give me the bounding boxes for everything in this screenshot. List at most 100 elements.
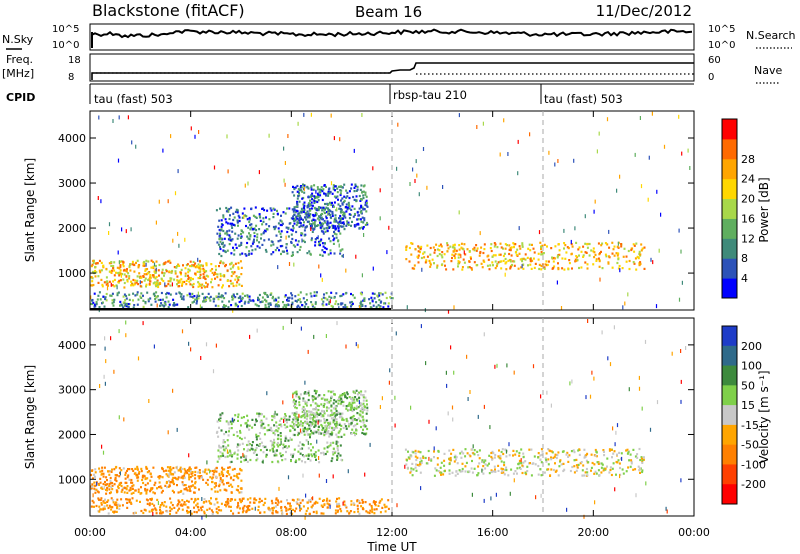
heatmap-cell: [306, 216, 309, 219]
heatmap-speck: [379, 405, 381, 409]
heatmap-cell: [307, 306, 310, 309]
heatmap-cell: [490, 249, 493, 253]
heatmap-cell: [171, 504, 174, 507]
heatmap-cell: [184, 503, 187, 506]
heatmap-cell: [372, 304, 375, 307]
heatmap-cell: [228, 454, 231, 457]
heatmap-cell: [330, 203, 333, 206]
heatmap-cell: [321, 249, 324, 252]
heatmap-cell: [378, 501, 381, 504]
heatmap-cell: [359, 218, 362, 221]
heatmap-cell: [481, 460, 483, 463]
heatmap-cell: [301, 443, 304, 446]
heatmap-speck: [304, 380, 306, 385]
heatmap-cell: [291, 421, 294, 424]
heatmap-cell: [301, 407, 304, 410]
heatmap-cell: [107, 506, 110, 510]
heatmap-cell: [351, 419, 354, 422]
heatmap-cell: [282, 447, 284, 450]
heatmap-cell: [218, 446, 221, 449]
heatmap-cell: [330, 431, 333, 434]
heatmap-cell: [328, 499, 331, 502]
heatmap-cell: [335, 233, 338, 236]
heatmap-cell: [517, 267, 520, 270]
heatmap-cell: [273, 208, 276, 211]
heatmap-speck: [226, 134, 228, 139]
heatmap-speck: [103, 374, 105, 379]
heatmap-cell: [215, 268, 217, 271]
heatmap-cell: [350, 292, 352, 296]
heatmap-cell: [601, 267, 604, 270]
heatmap-cell: [527, 264, 529, 267]
heatmap-speck: [477, 414, 479, 419]
heatmap-cell: [609, 468, 612, 472]
heatmap-cell: [383, 503, 386, 506]
heatmap-speck: [689, 166, 691, 170]
heatmap-cell: [291, 455, 294, 459]
heatmap-cell: [437, 470, 440, 473]
heatmap-cell: [346, 191, 349, 194]
heatmap-cell: [553, 455, 556, 458]
heatmap-cell: [275, 497, 278, 500]
heatmap-cell: [279, 219, 282, 222]
heatmap-cell: [236, 209, 239, 212]
heatmap-cell: [443, 260, 446, 263]
heatmap-cell: [110, 497, 113, 500]
heatmap-cell: [351, 428, 354, 431]
heatmap-speck: [520, 458, 522, 463]
heatmap-cell: [190, 512, 193, 515]
heatmap-cell: [310, 207, 313, 210]
heatmap-cell: [217, 455, 220, 458]
heatmap-cell: [128, 478, 131, 481]
heatmap-cell: [161, 268, 164, 271]
heatmap-cell: [140, 276, 143, 279]
heatmap-cell: [319, 217, 322, 220]
heatmap-cell: [231, 223, 234, 226]
heatmap-speck: [316, 439, 318, 444]
freq-panel-frame: [89, 53, 695, 82]
heatmap-cell: [249, 223, 252, 227]
heatmap-cell: [371, 292, 374, 295]
heatmap-cell: [186, 511, 189, 514]
heatmap-cell: [461, 268, 464, 271]
heatmap-cell: [341, 221, 344, 225]
heatmap-speck: [190, 126, 192, 131]
heatmap-cell: [334, 414, 337, 417]
heatmap-cell: [313, 195, 316, 198]
heatmap-cell: [139, 500, 141, 503]
heatmap-cell: [329, 210, 332, 213]
heatmap-cell: [332, 184, 335, 187]
heatmap-cell: [198, 477, 201, 480]
heatmap-cell: [337, 229, 340, 232]
heatmap-cell: [111, 481, 114, 485]
heatmap-cell: [311, 198, 314, 201]
heatmap-cell: [362, 299, 365, 302]
heatmap-cell: [307, 205, 310, 208]
heatmap-cell: [439, 466, 442, 469]
colorbar-swatch: [722, 178, 737, 200]
heatmap-cell: [355, 429, 358, 432]
heatmap-cell: [123, 304, 126, 307]
heatmap-cell: [117, 503, 120, 506]
heatmap-cell: [200, 509, 203, 512]
heatmap-cell: [434, 467, 437, 470]
heatmap-cell: [261, 223, 264, 226]
heatmap-cell: [504, 247, 507, 250]
heatmap-cell: [240, 424, 242, 427]
heatmap-cell: [296, 205, 299, 208]
heatmap-cell: [198, 475, 201, 478]
heatmap-cell: [345, 405, 348, 408]
heatmap-cell: [165, 296, 168, 299]
heatmap-cell: [455, 456, 458, 459]
heatmap-cell: [331, 426, 333, 429]
heatmap-cell: [243, 416, 245, 419]
heatmap-speck: [453, 370, 455, 375]
heatmap-cell: [141, 478, 144, 482]
heatmap-cell: [281, 459, 284, 462]
heatmap-cell: [384, 302, 387, 305]
heatmap-cell: [109, 294, 112, 297]
heatmap-cell: [272, 443, 275, 446]
heatmap-cell: [225, 221, 228, 224]
heatmap-cell: [487, 258, 490, 261]
heatmap-cell: [101, 285, 104, 288]
